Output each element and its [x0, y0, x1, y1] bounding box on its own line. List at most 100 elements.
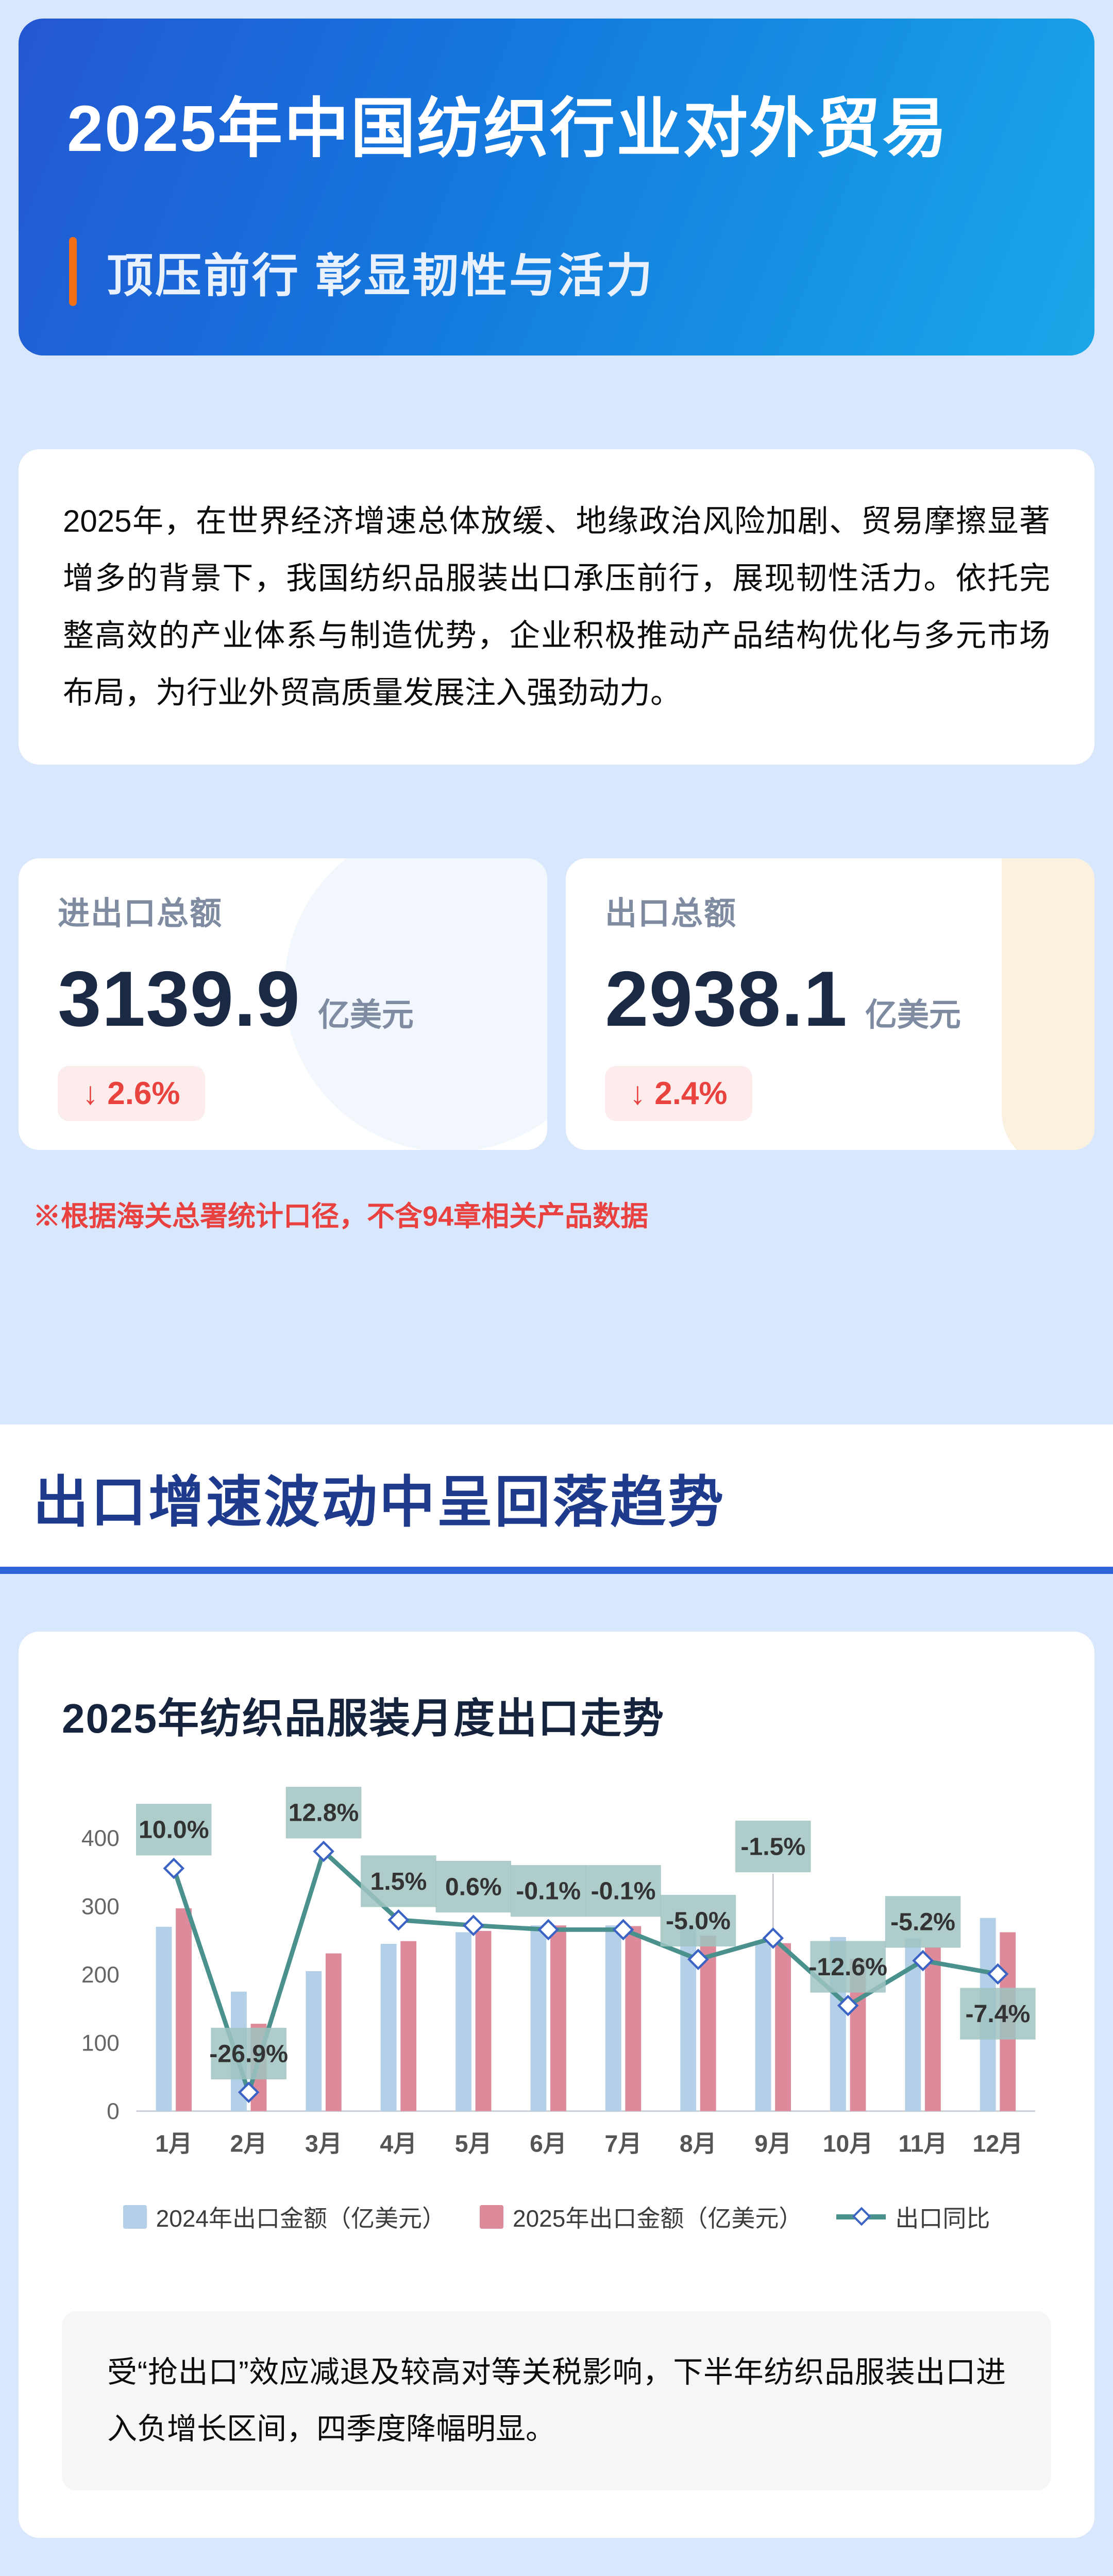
y-axis-tick: 0: [107, 2099, 120, 2124]
y-axis-tick: 100: [81, 2031, 120, 2056]
stat-value: 3139.9: [58, 955, 300, 1043]
bar-2024: [306, 1971, 322, 2111]
legend-item: 出口同比: [836, 2200, 990, 2234]
value-label: 0.6%: [445, 1873, 502, 1901]
chart-note-box: 受“抢出口”效应减退及较高对等关税影响，下半年纺织品服装出口进入负增长区间，四季…: [62, 2311, 1051, 2490]
legend-line-icon: [836, 2207, 886, 2226]
infographic-page: 2025年中国纺织行业对外贸易 顶压前行 彰显韧性与活力 2025年，在世界经济…: [0, 19, 1113, 2576]
legend-swatch-icon: [480, 2205, 503, 2229]
stat-label: 出口总额: [605, 896, 737, 931]
value-label-box: [885, 1896, 961, 1948]
x-axis-label: 11月: [898, 2130, 947, 2157]
value-label-box: [735, 1820, 811, 1873]
bar-2024: [530, 1925, 547, 2111]
y-axis-tick: 400: [81, 1826, 120, 1851]
value-label: 12.8%: [289, 1799, 359, 1827]
section-header-band: 出口增速波动中呈回落趋势: [0, 1425, 1113, 1567]
value-label-box: [960, 1988, 1036, 2040]
x-axis-label: 2月: [230, 2130, 267, 2157]
bar-2024: [605, 1925, 621, 2111]
value-label: -26.9%: [209, 2040, 288, 2067]
bar-2024: [156, 1926, 172, 2111]
section-divider: [0, 1567, 1113, 1574]
accent-bar-icon: [69, 237, 77, 306]
monthly-export-chart: 0 100 200 300 400 1月 2月 3月 4月 5月 6月 7月 8月 9月 10月 11月 12月…: [81, 1787, 1036, 2157]
value-label-box: [211, 2027, 286, 2080]
bar-2025: [475, 1930, 492, 2111]
bar-2025: [550, 1925, 566, 2111]
x-axis-label: 12月: [973, 2130, 1023, 2157]
monthly-export-chart-card: 2025年纺织品服装月度出口走势 0 100 200 300 400 1月 2月 3月 4月 5月…: [19, 1632, 1094, 2538]
value-label-box: [510, 1865, 586, 1917]
stat-unit: 亿美元: [317, 997, 414, 1033]
value-label-box: [285, 1787, 362, 1839]
stat-label: 进出口总额: [58, 896, 223, 931]
legend-item: 2024年出口金额（亿美元）: [123, 2200, 446, 2234]
value-label-box: [660, 1894, 736, 1947]
line-marker-diamond: [912, 1950, 934, 1972]
value-label-box: [810, 1941, 886, 1993]
value-label: 1.5%: [370, 1868, 427, 1895]
legend-label: 2025年出口金额（亿美元）: [513, 2205, 803, 2232]
line-marker-diamond: [387, 1909, 410, 1931]
bar-2025: [625, 1926, 642, 2111]
y-axis-tick: 200: [81, 1962, 120, 1988]
value-label: -0.1%: [516, 1877, 581, 1905]
value-label: -5.0%: [666, 1907, 731, 1935]
value-label: -0.1%: [591, 1877, 656, 1905]
bar-2024: [456, 1932, 471, 2111]
stat-unit: 亿美元: [865, 997, 961, 1033]
bar-2024: [380, 1943, 397, 2111]
value-label-box: [361, 1855, 436, 1907]
change-badge: ↓ 2.6%: [58, 1066, 205, 1121]
bar-2024: [755, 1940, 771, 2111]
line-marker-diamond: [163, 1857, 185, 1879]
stat-card-import-export: 进出口总额 3139.9 亿美元 ↓ 2.6%: [19, 858, 547, 1150]
bar-2025: [775, 1943, 791, 2111]
x-axis-label: 9月: [754, 2130, 791, 2157]
value-label-box: [435, 1860, 512, 1913]
header-banner: 2025年中国纺织行业对外贸易 顶压前行 彰显韧性与活力: [19, 19, 1094, 355]
stats-row-total-trade: 进出口总额 3139.9 亿美元 ↓ 2.6% 出口总额 2938.1 亿美元 …: [19, 858, 1094, 1150]
legend-label: 2024年出口金额（亿美元）: [156, 2205, 446, 2232]
bar-2025: [400, 1941, 417, 2111]
stat-value: 2938.1: [605, 955, 848, 1043]
value-label: -7.4%: [966, 2000, 1031, 2028]
line-marker-diamond: [463, 1914, 484, 1937]
x-axis-label: 8月: [680, 2130, 717, 2157]
decor-corner-icon: [1002, 858, 1094, 1150]
intro-text: 2025年，在世界经济增速总体放缓、地缘政治风险加剧、贸易摩擦显著增多的背景下，…: [63, 504, 1050, 710]
chart-legend: 2024年出口金额（亿美元） 2025年出口金额（亿美元） 出口同比: [62, 2200, 1051, 2234]
bar-2025: [325, 1953, 342, 2111]
line-marker-diamond: [238, 2081, 260, 2103]
chart-title: 2025年纺织品服装月度出口走势: [62, 1696, 665, 1741]
value-label: -12.6%: [808, 1953, 887, 1981]
subtitle-row: 顶压前行 彰显韧性与活力: [69, 237, 654, 306]
bar-2025: [924, 1947, 941, 2111]
line-marker-diamond: [537, 1919, 559, 1941]
value-label-box: [585, 1865, 661, 1917]
x-axis-label: 1月: [155, 2130, 192, 2157]
x-axis-label: 4月: [380, 2130, 417, 2157]
line-marker-diamond: [612, 1919, 634, 1941]
x-axis-label: 7月: [605, 2130, 642, 2157]
line-marker-diamond: [837, 1994, 859, 2016]
value-label: 10.0%: [139, 1816, 209, 1844]
value-label: -1.5%: [740, 1833, 805, 1860]
legend-item: 2025年出口金额（亿美元）: [480, 2200, 802, 2234]
x-axis-label: 10月: [823, 2130, 873, 2157]
legend-swatch-icon: [123, 2205, 147, 2229]
value-label-box: [136, 1804, 212, 1856]
intro-card: 2025年，在世界经济增速总体放缓、地缘政治风险加剧、贸易摩擦显著增多的背景下，…: [19, 449, 1094, 765]
diamond-marker-icon: [852, 2207, 871, 2226]
page-subtitle: 顶压前行 彰显韧性与活力: [107, 250, 655, 302]
x-axis-label: 6月: [530, 2130, 567, 2157]
x-axis-label: 3月: [305, 2130, 342, 2157]
page-title: 2025年中国纺织行业对外贸易: [67, 92, 949, 165]
yoy-line: [172, 1849, 999, 2095]
bar-2025: [176, 1908, 192, 2111]
chart-note-text: 受“抢出口”效应减退及较高对等关税影响，下半年纺织品服装出口进入负增长区间，四季…: [107, 2355, 1006, 2446]
x-axis-label: 5月: [455, 2130, 492, 2157]
line-marker-diamond: [762, 1927, 784, 1949]
line-marker-diamond: [313, 1840, 334, 1862]
